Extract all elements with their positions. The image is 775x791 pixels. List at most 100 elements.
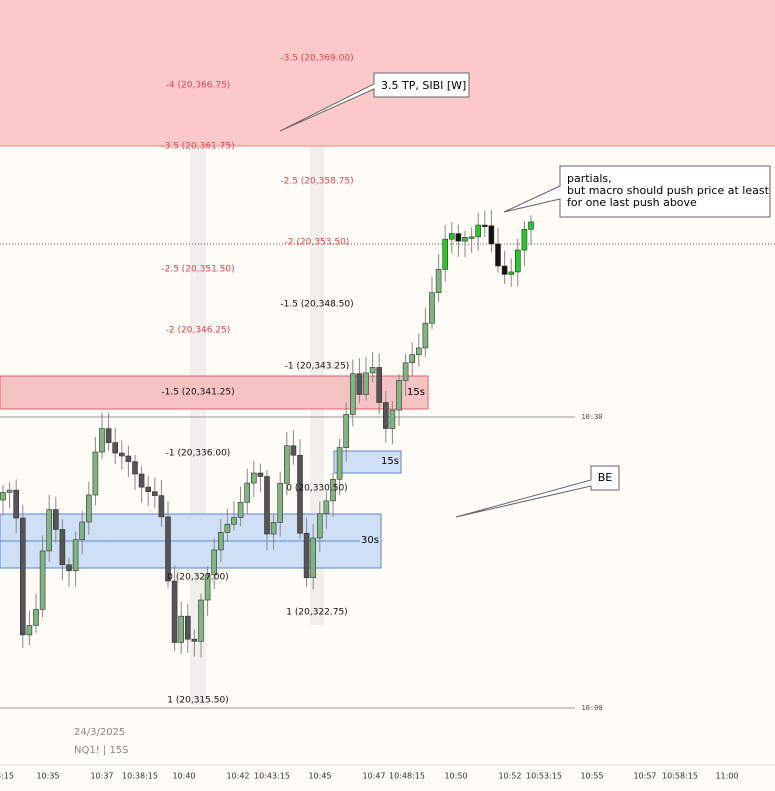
candle-body	[152, 491, 158, 496]
candle-body	[356, 373, 363, 395]
fib-label: 0 (20,330.50)	[286, 484, 347, 494]
x-tick-label: 10:35	[36, 772, 59, 781]
callout-text: 3.5 TP, SIBI [W]	[381, 79, 466, 92]
candle-body	[363, 372, 369, 395]
candle-body	[92, 451, 99, 496]
x-tick-label: 10:55	[580, 772, 603, 781]
x-tick-label: 10:42	[226, 772, 249, 781]
x-tick-label: 10:47	[362, 772, 385, 781]
candle-body	[46, 509, 53, 552]
candle-body	[462, 237, 468, 242]
candle-body	[501, 265, 508, 275]
x-tick-label: 10:38:15	[122, 772, 158, 781]
candle-body	[297, 454, 303, 534]
fib-label: 1 (20,315.50)	[167, 696, 228, 706]
fib-label: 1 (20,322.75)	[286, 608, 347, 618]
candle-body	[257, 472, 264, 477]
chart-date: 24/3/2025	[74, 727, 125, 738]
candle-body	[396, 380, 402, 411]
candle-body	[343, 414, 350, 448]
candle-body	[323, 500, 330, 515]
candle-body	[251, 472, 257, 484]
candle-body	[303, 532, 310, 579]
candle-body	[33, 609, 39, 626]
labels: -3.5 (20,369.00) -4 (20,366.75) -3.5 (20,3…	[161, 54, 353, 706]
fib-label: -2 (20,346.25)	[166, 326, 231, 336]
box-label: 30s	[361, 535, 379, 546]
candle-body	[231, 517, 237, 525]
fib-label: -3.5 (20,369.00)	[280, 54, 353, 64]
candle-body	[145, 486, 151, 492]
callout-text: BE	[598, 471, 613, 484]
candle-body	[119, 452, 125, 457]
callout-box	[455, 465, 620, 518]
candle-body	[369, 367, 376, 374]
x-tick-label: 10:53:15	[526, 772, 562, 781]
candle-body	[125, 455, 132, 462]
candle-body	[185, 615, 191, 640]
candle-body	[191, 638, 198, 642]
candle-body	[382, 402, 389, 429]
fib-label: 0 (20,327.00)	[167, 573, 228, 583]
candle-body	[244, 482, 250, 503]
candle-body	[264, 476, 270, 535]
candle-body	[72, 539, 79, 572]
candle-body	[409, 354, 416, 364]
candle-body	[475, 224, 482, 238]
candle-body	[112, 442, 118, 454]
time-marker: 10:30	[581, 413, 602, 421]
candle-body	[39, 550, 46, 610]
candle-body	[99, 428, 105, 453]
x-tick-label: 10:37	[90, 772, 113, 781]
candle-body	[59, 529, 66, 566]
candle-body	[0, 492, 6, 501]
candle-body	[508, 271, 515, 275]
candle-body	[429, 292, 435, 324]
chart-symbol: NQ1! | 15S	[74, 745, 129, 756]
candle-body	[528, 221, 534, 230]
candle-body	[442, 238, 449, 270]
candle-body	[330, 479, 336, 502]
candle-body	[66, 564, 72, 572]
time-marker: 10:00	[581, 704, 602, 712]
blue-box	[333, 450, 402, 474]
candle-body	[158, 495, 165, 518]
x-tick-label: 10:40	[172, 772, 195, 781]
candle-body	[422, 322, 429, 349]
callout-box	[279, 72, 470, 132]
candle-body	[178, 615, 184, 643]
x-tick-label: 10:50	[444, 772, 467, 781]
candle-body	[138, 473, 145, 488]
candle-body	[204, 574, 211, 601]
x-axis: 3:15 10:35 10:37 10:38:15 10:40 10:42 10:43:15…	[0, 772, 739, 781]
candle-body	[376, 367, 383, 403]
candle-body	[270, 522, 277, 535]
candle-body	[290, 445, 297, 456]
fib-label: -1.5 (20,341.25)	[161, 388, 234, 398]
candle-body	[218, 532, 224, 551]
candle-body	[13, 489, 19, 519]
callout-text: but macro should push price at least	[567, 184, 770, 197]
x-tick-label: 11:00	[715, 772, 738, 781]
candle-body	[105, 428, 112, 443]
candle-body	[171, 580, 178, 643]
candle-body	[389, 409, 396, 429]
fib-label: -1 (20,343.25)	[285, 362, 350, 372]
candle-body	[277, 482, 284, 523]
fib-label: -2.5 (20,358.75)	[280, 177, 353, 187]
callout-box	[503, 165, 771, 218]
candle-body	[448, 233, 455, 240]
x-tick-label: 10:58:15	[662, 772, 698, 781]
candle-body	[224, 523, 231, 533]
candle-body	[435, 269, 442, 293]
candles	[0, 210, 534, 658]
x-tick-label: 10:57	[633, 772, 656, 781]
x-tick-label: 10:48:15	[389, 772, 425, 781]
fib-label: -2.5 (20,351.50)	[161, 265, 234, 275]
candle-body	[495, 243, 501, 267]
x-tick-label: 10:43:15	[254, 772, 290, 781]
fib-label: -3.5 (20,361.75)	[161, 142, 234, 152]
candle-body	[79, 521, 85, 540]
candle-body	[86, 494, 92, 523]
